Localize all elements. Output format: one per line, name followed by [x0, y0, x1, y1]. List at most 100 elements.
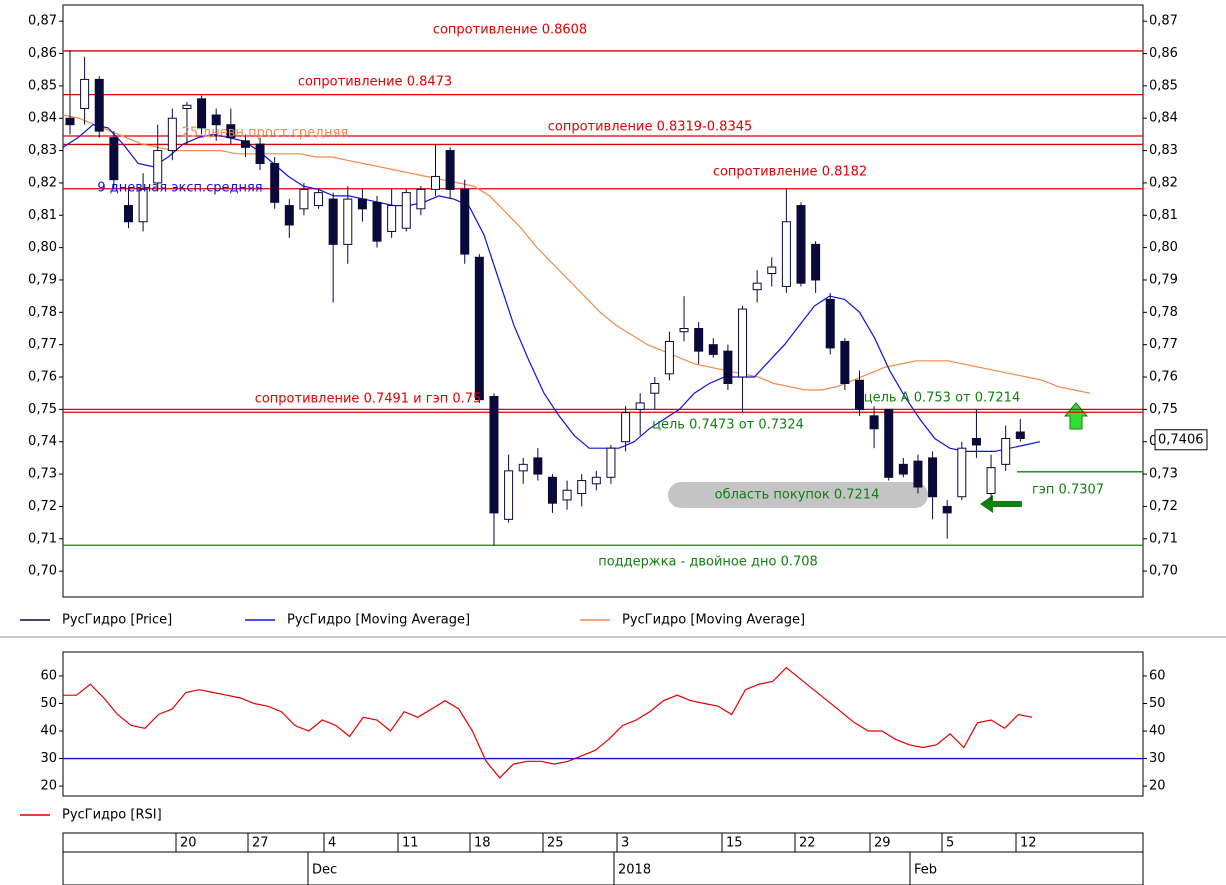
buy-zone-pill: [668, 482, 928, 508]
y-tick-label: 0,82: [28, 175, 57, 190]
y2-tick-label: 0,86: [1149, 46, 1178, 61]
day-label: 15: [726, 836, 743, 851]
day-label: 12: [1020, 836, 1037, 851]
left-arrow: [980, 495, 1022, 513]
candle-body: [65, 117, 75, 126]
last-price-box: [1154, 429, 1208, 451]
candle-body: [445, 150, 455, 190]
month-label: Dec: [312, 863, 337, 878]
y2-tick-label: 0,82: [1149, 175, 1178, 190]
annotation: 25 дневн.прост.средняя: [182, 126, 349, 141]
y2-tick-label: 40: [1149, 724, 1166, 739]
y-tick-label: 0,75: [28, 402, 57, 417]
y2-tick-label: 0,76: [1149, 370, 1178, 385]
candle-body: [986, 467, 996, 494]
candle-body: [431, 175, 440, 190]
date-axis-frame: [62, 832, 1144, 885]
legend-label: РусГидро [Moving Average]: [622, 613, 805, 628]
y-tick-label: 0,74: [28, 434, 57, 449]
day-label: 11: [402, 836, 419, 851]
y2-tick-label: 0,71: [1149, 531, 1178, 546]
candle-body: [226, 124, 236, 139]
annotation: поддержка - двойное дно 0.708: [598, 555, 818, 570]
candle-body: [913, 460, 923, 488]
candle-body: [664, 340, 674, 375]
rsi-frame: [62, 651, 1144, 797]
day-label: 25: [547, 836, 564, 851]
y2-tick-label: 0,83: [1149, 143, 1178, 158]
candle-body: [591, 476, 601, 485]
main-frame: [62, 4, 1144, 598]
candle-body: [562, 489, 572, 501]
candle-body: [898, 463, 908, 475]
day-label: 27: [252, 836, 269, 851]
candle-body: [197, 98, 207, 129]
day-label: 5: [946, 836, 954, 851]
annotation: сопротивление 0.8319-0.8345: [548, 120, 753, 135]
y2-tick-label: 20: [1149, 779, 1166, 794]
day-label: 4: [328, 836, 336, 851]
candle-body: [504, 470, 514, 520]
y-tick-label: 0,79: [28, 272, 57, 287]
y-tick-label: 0,76: [28, 370, 57, 385]
candle-body: [109, 137, 119, 181]
candle-body: [357, 198, 367, 210]
candle-body: [284, 205, 294, 226]
annotation: цель A 0.753 от 0.7214: [864, 391, 1020, 406]
day-label: 20: [180, 836, 197, 851]
y2-tick-label: 50: [1149, 696, 1166, 711]
annotation: сопротивление 0.8608: [433, 23, 587, 38]
y2-tick-label: 0,81: [1149, 208, 1178, 223]
annotation: цель 0.7473 от 0.7324: [652, 418, 804, 433]
moving-average-25: [62, 114, 1091, 394]
candle-body: [270, 163, 280, 203]
candle-body: [547, 476, 557, 504]
candle-body: [80, 78, 90, 110]
y-tick-label: 0,70: [28, 564, 57, 579]
candle-body: [767, 266, 777, 275]
last-price-label: 0,7406: [1158, 432, 1204, 447]
y-tick-label: 50: [40, 696, 57, 711]
y2-tick-label: 0,79: [1149, 272, 1178, 287]
candle-body: [518, 463, 528, 472]
y-tick-label: 0,86: [28, 46, 57, 61]
candle-body: [971, 437, 981, 446]
candle-body: [343, 198, 353, 245]
y2-tick-label: 0,75: [1149, 402, 1178, 417]
candle-body: [723, 350, 733, 384]
candle-body: [299, 188, 309, 210]
candle-body: [752, 282, 762, 291]
candle-body: [957, 447, 967, 498]
candle-body: [577, 480, 587, 494]
annotation: сопротивление 0.8473: [298, 75, 452, 90]
candle-body: [796, 205, 806, 284]
candle-body: [869, 415, 879, 430]
y2-tick-label: 0,80: [1149, 240, 1178, 255]
candle-body: [606, 447, 616, 478]
legend-label: РусГидро [RSI]: [62, 808, 162, 823]
candle-body: [138, 188, 148, 223]
candle-body: [401, 192, 411, 229]
candle-body: [694, 327, 704, 352]
y-tick-label: 60: [40, 668, 57, 683]
y2-tick-label: 0,73: [1149, 467, 1178, 482]
y-tick-label: 0,80: [28, 240, 57, 255]
y2-tick-label: 60: [1149, 668, 1166, 683]
candle-body: [854, 379, 864, 410]
day-label: 3: [621, 836, 629, 851]
candle-body: [211, 114, 221, 126]
y-tick-label: 0,81: [28, 208, 57, 223]
day-label: 22: [799, 836, 816, 851]
annotation: сопротивление 0.8182: [713, 165, 867, 180]
candle-body: [314, 192, 324, 207]
y-tick-label: 20: [40, 779, 57, 794]
legend-label: РусГидро [Price]: [62, 613, 172, 628]
candle-body: [1001, 437, 1011, 465]
candle-body: [460, 188, 470, 255]
candle-body: [123, 205, 133, 223]
candle-body: [167, 117, 177, 152]
candle-body: [1015, 431, 1025, 439]
y-tick-label: 0,85: [28, 78, 57, 93]
y2-tick-label: 30: [1149, 751, 1166, 766]
